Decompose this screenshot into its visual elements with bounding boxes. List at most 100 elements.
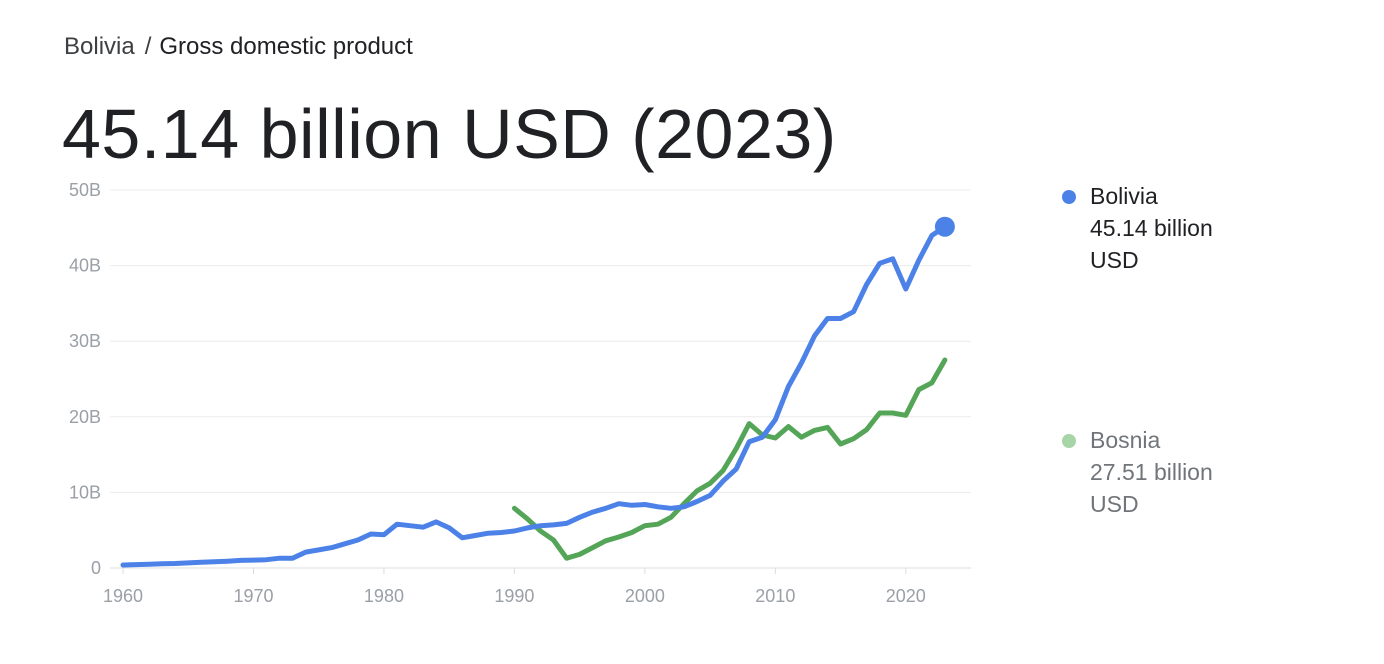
data-point-bolivia bbox=[212, 559, 217, 564]
data-point-bolivia bbox=[277, 556, 282, 561]
data-point-bolivia bbox=[251, 558, 256, 563]
legend-item-bolivia[interactable]: Bolivia 45.14 billion USD bbox=[1062, 180, 1330, 276]
data-point-bosnia bbox=[903, 413, 908, 418]
data-point-bolivia bbox=[629, 503, 634, 508]
data-point-bolivia bbox=[473, 533, 478, 538]
data-point-bosnia bbox=[564, 556, 569, 561]
data-point-bolivia bbox=[225, 559, 230, 564]
data-point-bolivia bbox=[303, 550, 308, 555]
legend-series-unit: USD bbox=[1090, 491, 1139, 517]
series-line-bosnia[interactable] bbox=[511, 357, 948, 561]
breadcrumb-metric: Gross domestic product bbox=[159, 33, 413, 60]
y-tick-label: 10B bbox=[69, 482, 101, 502]
data-point-bolivia bbox=[877, 261, 882, 266]
latest-value-marker-bolivia[interactable] bbox=[934, 216, 955, 237]
legend-series-name: Bosnia bbox=[1090, 427, 1161, 453]
headline-value: 45.14 billion USD (2023) bbox=[62, 95, 837, 173]
data-point-bolivia bbox=[682, 504, 687, 509]
legend-series-unit: USD bbox=[1090, 247, 1139, 273]
data-point-bolivia bbox=[669, 506, 674, 511]
series-line-bolivia[interactable] bbox=[120, 224, 948, 568]
data-point-bosnia bbox=[708, 481, 713, 486]
data-point-bosnia bbox=[590, 545, 595, 550]
data-point-bolivia bbox=[382, 532, 387, 537]
data-point-bosnia bbox=[851, 436, 856, 441]
data-point-bosnia bbox=[551, 538, 556, 543]
data-point-bolivia bbox=[734, 467, 739, 472]
chart-legend: Bolivia 45.14 billion USD Bosnia 27.51 billi… bbox=[0, 0, 1384, 517]
data-point-bolivia bbox=[603, 506, 608, 511]
data-point-bolivia bbox=[134, 562, 139, 567]
data-point-bosnia bbox=[930, 380, 935, 385]
data-point-bosnia bbox=[890, 411, 895, 416]
data-point-bolivia bbox=[316, 548, 321, 553]
data-point-bolivia bbox=[643, 502, 648, 507]
data-point-bosnia bbox=[799, 435, 804, 440]
data-point-bolivia bbox=[590, 510, 595, 515]
legend-dot-icon bbox=[1062, 434, 1076, 448]
data-point-bolivia bbox=[656, 504, 661, 509]
data-point-bosnia bbox=[525, 517, 530, 522]
x-tick-label: 2000 bbox=[625, 586, 665, 606]
x-tick-label: 1960 bbox=[103, 586, 143, 606]
data-point-bolivia bbox=[408, 523, 413, 528]
data-point-bolivia bbox=[395, 522, 400, 527]
data-point-bolivia bbox=[577, 515, 582, 520]
data-point-bosnia bbox=[747, 421, 752, 426]
data-point-bolivia bbox=[264, 557, 269, 562]
data-point-bosnia bbox=[629, 530, 634, 535]
data-point-bolivia bbox=[773, 417, 778, 422]
data-point-bolivia bbox=[930, 233, 935, 238]
legend-dot-icon bbox=[1062, 190, 1076, 204]
data-point-bolivia bbox=[525, 526, 530, 531]
data-point-bolivia bbox=[838, 316, 843, 321]
legend-item-bosnia[interactable]: Bosnia 27.51 billion USD bbox=[1062, 424, 1330, 520]
series-bolivia bbox=[120, 216, 955, 568]
data-point-bolivia bbox=[708, 493, 713, 498]
data-point-bosnia bbox=[669, 515, 674, 520]
data-point-bosnia bbox=[643, 523, 648, 528]
data-point-bolivia bbox=[186, 561, 191, 566]
breadcrumb-country[interactable]: Bolivia bbox=[64, 33, 135, 60]
chart-axes: 0 10B 20B 30B 40B 50B 1960 1970 1980 1990 2000 2010… bbox=[69, 180, 926, 606]
data-point-bosnia bbox=[603, 538, 608, 543]
data-point-bolivia bbox=[421, 525, 426, 530]
data-point-bolivia bbox=[342, 541, 347, 546]
data-point-bolivia bbox=[903, 287, 908, 292]
data-point-bolivia bbox=[851, 309, 856, 314]
legend-series-name: Bolivia bbox=[1090, 183, 1158, 209]
data-point-bolivia bbox=[329, 545, 334, 550]
x-tick-label: 1990 bbox=[494, 586, 534, 606]
data-point-bolivia bbox=[369, 532, 374, 537]
data-point-bolivia bbox=[147, 562, 152, 567]
data-point-bosnia bbox=[877, 411, 882, 416]
data-point-bosnia bbox=[538, 529, 543, 534]
data-point-bosnia bbox=[786, 424, 791, 429]
data-point-bolivia bbox=[812, 334, 817, 339]
data-point-bolivia bbox=[864, 282, 869, 287]
data-point-bosnia bbox=[577, 552, 582, 557]
data-point-bosnia bbox=[734, 446, 739, 451]
data-point-bolivia bbox=[447, 526, 452, 531]
data-point-bolivia bbox=[434, 520, 439, 525]
y-tick-label: 40B bbox=[69, 256, 101, 276]
data-point-bolivia bbox=[551, 523, 556, 528]
chart-gridlines bbox=[110, 189, 971, 569]
x-tick-label: 1970 bbox=[233, 586, 273, 606]
data-point-bolivia bbox=[786, 384, 791, 389]
gdp-line-chart[interactable]: 0 10B 20B 30B 40B 50B 1960 1970 1980 1990 2000 2010… bbox=[0, 0, 1010, 620]
data-point-bosnia bbox=[656, 522, 661, 527]
data-point-bolivia bbox=[538, 523, 543, 528]
data-point-bolivia bbox=[121, 563, 126, 568]
data-point-bolivia bbox=[199, 560, 204, 565]
data-point-bosnia bbox=[838, 442, 843, 447]
data-point-bosnia bbox=[916, 387, 921, 392]
data-point-bolivia bbox=[564, 521, 569, 526]
data-point-bosnia bbox=[695, 489, 700, 494]
data-point-bolivia bbox=[799, 361, 804, 366]
data-point-bolivia bbox=[173, 561, 178, 566]
data-point-bolivia bbox=[290, 556, 295, 561]
data-point-bosnia bbox=[512, 506, 517, 511]
data-point-bolivia bbox=[238, 558, 243, 563]
x-tick-label: 2010 bbox=[755, 586, 795, 606]
